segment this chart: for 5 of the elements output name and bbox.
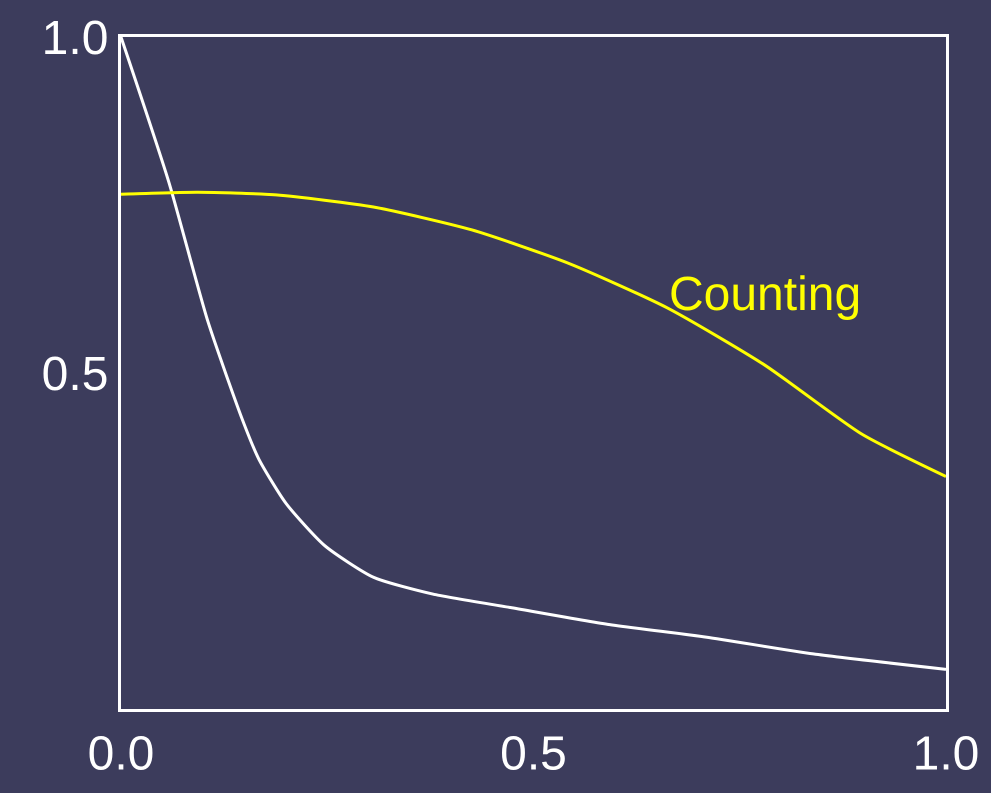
series-label: Counting xyxy=(669,268,862,321)
x-tick-label: 0.0 xyxy=(88,728,154,781)
line-series xyxy=(121,190,946,478)
x-tick-label: 0.5 xyxy=(500,728,567,781)
x-tick-label: 1.0 xyxy=(912,728,980,781)
